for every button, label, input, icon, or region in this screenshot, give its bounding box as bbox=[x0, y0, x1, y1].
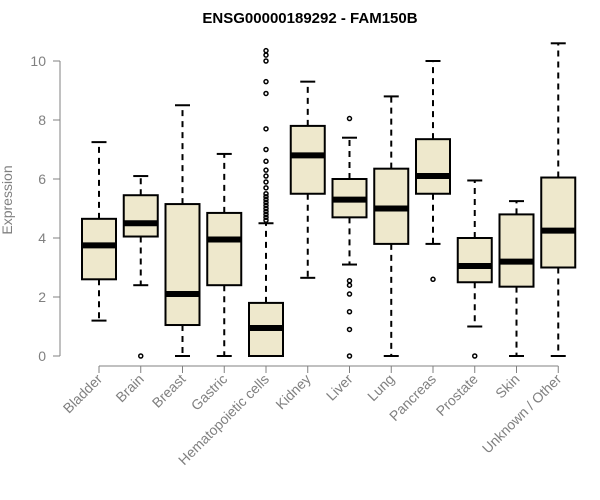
y-axis: 0 2 4 6 8 10 bbox=[30, 53, 61, 364]
box-group bbox=[122, 175, 159, 359]
outlier-point bbox=[263, 78, 269, 85]
y-tick-label: 6 bbox=[38, 171, 46, 187]
plot-area bbox=[81, 42, 577, 359]
box-iqr bbox=[456, 237, 493, 284]
box-group bbox=[164, 104, 201, 357]
y-tick-label: 8 bbox=[38, 112, 46, 128]
outlier-point bbox=[346, 282, 353, 288]
x-tick-label: Lung bbox=[364, 371, 397, 404]
x-tick-label: Unknown / Other bbox=[479, 371, 565, 457]
box-iqr bbox=[415, 138, 451, 195]
box-group bbox=[456, 179, 493, 359]
outlier-point bbox=[346, 309, 353, 315]
box-iqr bbox=[498, 213, 535, 288]
outlier-point bbox=[346, 278, 353, 284]
outlier-point bbox=[263, 205, 269, 212]
outlier-point bbox=[263, 179, 269, 185]
outlier-point bbox=[263, 90, 269, 97]
outlier-point bbox=[263, 202, 269, 209]
outlier-point bbox=[263, 208, 269, 215]
outlier-point bbox=[263, 193, 269, 200]
outlier-point bbox=[263, 191, 269, 197]
box-iqr bbox=[164, 203, 201, 327]
outlier-point bbox=[263, 126, 269, 132]
box-group bbox=[540, 42, 577, 357]
chart-title: ENSG00000189292 - FAM150B bbox=[202, 10, 417, 27]
box-group bbox=[331, 115, 368, 359]
outlier-point bbox=[263, 47, 269, 54]
x-tick-label: Prostate bbox=[433, 371, 481, 419]
box-iqr bbox=[122, 194, 159, 238]
x-tick-label: Kidney bbox=[272, 371, 314, 413]
y-tick-label: 10 bbox=[30, 53, 46, 69]
x-tick-label: Brain bbox=[112, 371, 146, 405]
box-group bbox=[373, 95, 410, 357]
y-axis-label: Expression bbox=[0, 165, 15, 234]
box-group bbox=[498, 200, 535, 357]
outlier-point bbox=[346, 353, 353, 359]
box-group bbox=[289, 80, 326, 279]
outlier-point bbox=[346, 291, 353, 297]
outlier-point bbox=[263, 214, 269, 221]
box-iqr bbox=[289, 124, 326, 195]
box-iqr bbox=[81, 217, 117, 281]
outlier-point bbox=[346, 326, 353, 333]
box-group bbox=[248, 47, 284, 357]
outlier-point bbox=[346, 115, 353, 122]
y-tick-label: 2 bbox=[38, 289, 46, 305]
outlier-point bbox=[263, 199, 269, 206]
box-iqr bbox=[206, 211, 243, 287]
outlier-point bbox=[263, 211, 269, 218]
outlier-point bbox=[263, 52, 269, 58]
x-tick-label: Liver bbox=[323, 371, 356, 404]
outlier-point bbox=[263, 196, 269, 203]
outlier-point bbox=[263, 217, 269, 224]
box-group bbox=[206, 152, 243, 357]
x-tick-label: Breast bbox=[149, 371, 189, 411]
box-group bbox=[415, 60, 451, 283]
x-tick-label: Bladder bbox=[60, 371, 106, 417]
box-iqr bbox=[540, 176, 577, 269]
outlier-point bbox=[138, 353, 144, 359]
outlier-point bbox=[263, 173, 269, 179]
y-tick-label: 0 bbox=[38, 348, 46, 364]
y-tick-label: 4 bbox=[38, 230, 46, 246]
outlier-point bbox=[263, 146, 269, 153]
outlier-point bbox=[263, 185, 269, 191]
outlier-point bbox=[430, 276, 436, 283]
outlier-point bbox=[263, 167, 269, 173]
outlier-point bbox=[263, 58, 269, 64]
x-tick-label: Skin bbox=[492, 371, 523, 402]
outlier-point bbox=[472, 353, 478, 359]
box-group bbox=[81, 141, 117, 322]
outlier-point bbox=[263, 158, 269, 165]
